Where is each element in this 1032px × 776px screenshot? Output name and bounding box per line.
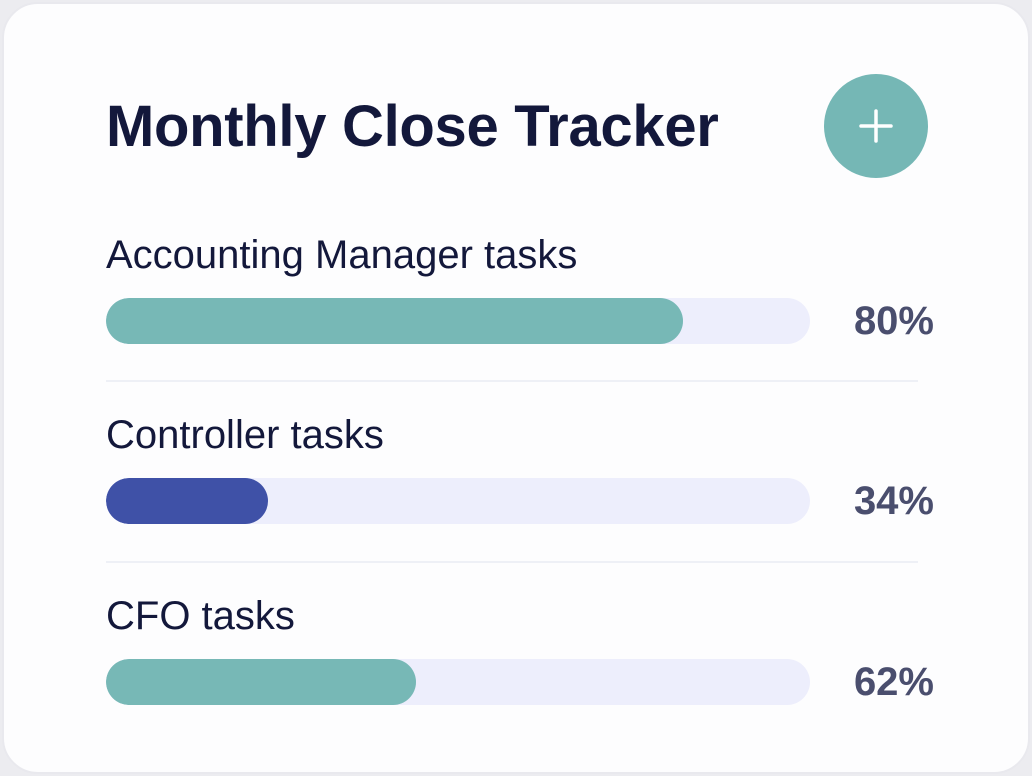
progress-track (106, 478, 810, 524)
progress-track (106, 659, 810, 705)
plus-icon (859, 109, 893, 143)
task-row-cfo: CFO tasks 62% (106, 591, 934, 711)
progress-fill (106, 478, 268, 524)
progress-percent: 80% (853, 299, 934, 343)
task-row-accounting-manager: Accounting Manager tasks 80% (106, 230, 934, 350)
card-title: Monthly Close Tracker (106, 94, 719, 159)
task-label: CFO tasks (106, 594, 295, 638)
progress-fill (106, 659, 416, 705)
task-label: Controller tasks (106, 413, 384, 457)
progress-track (106, 298, 810, 344)
progress-percent: 62% (853, 660, 934, 704)
add-task-button[interactable] (824, 74, 928, 178)
task-label: Accounting Manager tasks (106, 233, 578, 277)
progress-percent: 34% (853, 479, 934, 523)
divider (106, 561, 918, 563)
task-row-controller: Controller tasks 34% (106, 410, 934, 530)
divider (106, 380, 918, 382)
progress-fill (106, 298, 684, 344)
